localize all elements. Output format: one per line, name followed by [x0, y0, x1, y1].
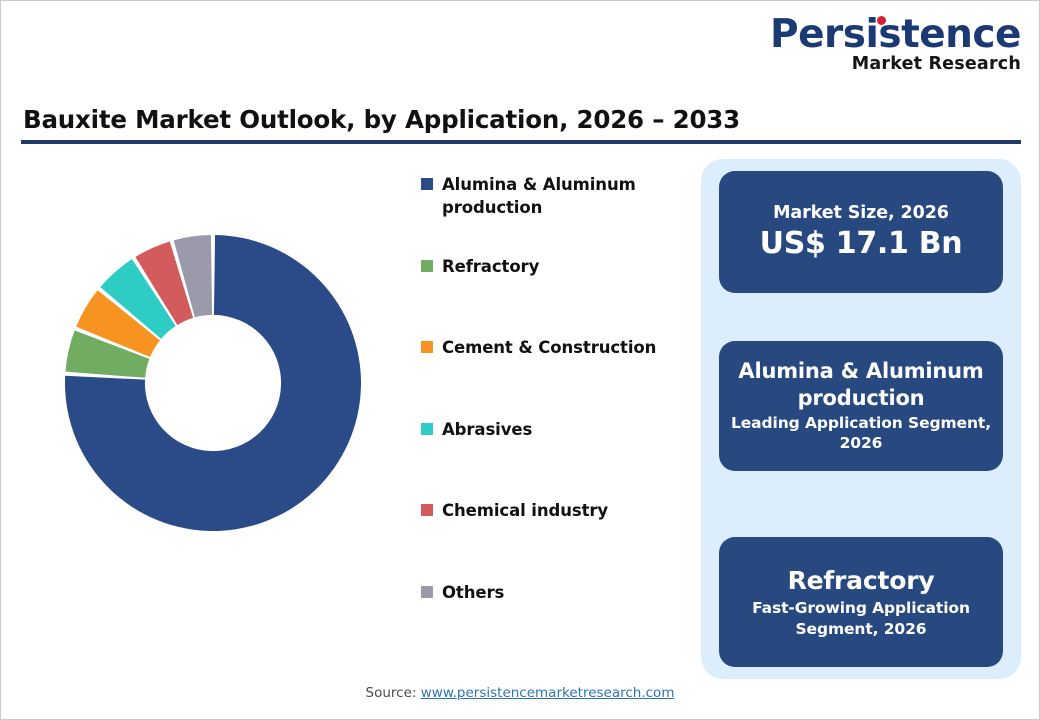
stat-card-headline: Refractory	[787, 565, 935, 595]
donut-chart	[61, 231, 365, 535]
title-divider	[21, 140, 1021, 144]
legend-item-label: Chemical industry	[442, 501, 609, 520]
legend-item-label: Refractory	[442, 256, 540, 276]
legend-item-label: Alumina & Aluminum production	[442, 175, 636, 218]
legend-item-alumina-aluminum-production[interactable]: Alumina & Aluminum production	[421, 173, 691, 255]
stat-card-kicker: Market Size, 2026	[773, 203, 949, 223]
legend-swatch-icon	[421, 422, 433, 435]
donut-slice-group	[65, 235, 362, 532]
donut-slice[interactable]	[65, 235, 362, 532]
legend-item-chemical-industry[interactable]: Chemical industry	[421, 499, 691, 581]
stats-panel: Market Size, 2026 US$ 17.1 Bn Alumina & …	[701, 159, 1021, 679]
stat-card-headline: Alumina & Aluminum production	[738, 359, 984, 410]
brand-logo: Persistence Market Research	[770, 12, 1022, 74]
legend-item-abrasives[interactable]: Abrasives	[421, 418, 691, 500]
legend-swatch-icon	[421, 585, 433, 598]
legend-item-cement-construction[interactable]: Cement & Construction	[421, 336, 691, 418]
donut-slice[interactable]	[173, 235, 213, 318]
source-link[interactable]: www.persistencemarketresearch.com	[420, 685, 675, 701]
stat-card-fast-growing-segment: Refractory Fast-Growing Application Segm…	[719, 537, 1003, 667]
brand-tagline: Market Research	[851, 54, 1021, 74]
legend-item-refractory[interactable]: Refractory	[421, 255, 691, 337]
legend-item-label: Cement & Construction	[442, 338, 657, 357]
legend-swatch-icon	[421, 504, 433, 516]
source-label: Source:	[365, 685, 417, 701]
legend-item-label: Abrasives	[442, 419, 533, 439]
brand-name: Persistence	[770, 12, 1022, 57]
legend-swatch-icon	[421, 259, 433, 272]
donut-slice[interactable]	[100, 259, 176, 339]
source-line: Source: www.persistencemarketresearch.co…	[1, 685, 1039, 701]
stat-card-market-size: Market Size, 2026 US$ 17.1 Bn	[719, 171, 1003, 293]
legend-swatch-icon	[421, 178, 433, 190]
stat-card-caption: Fast-Growing Application Segment, 2026	[752, 599, 970, 638]
legend-swatch-icon	[421, 341, 433, 353]
legend-item-label: Others	[442, 582, 505, 602]
chart-legend: Alumina & Aluminum production Refractory…	[421, 173, 691, 662]
page-title: Bauxite Market Outlook, by Application, …	[23, 105, 741, 134]
donut-chart-svg	[65, 235, 362, 532]
donut-slice[interactable]	[135, 241, 194, 326]
stat-card-leading-segment: Alumina & Aluminum production Leading Ap…	[719, 341, 1003, 471]
logo-dot-icon	[877, 16, 886, 25]
stat-card-caption: Leading Application Segment, 2026	[730, 413, 991, 453]
legend-item-others[interactable]: Others	[421, 581, 691, 663]
stat-card-value: US$ 17.1 Bn	[759, 226, 963, 261]
brand-name-text: Persistence	[770, 12, 1022, 57]
donut-slice[interactable]	[65, 330, 150, 378]
donut-slice[interactable]	[76, 290, 160, 358]
